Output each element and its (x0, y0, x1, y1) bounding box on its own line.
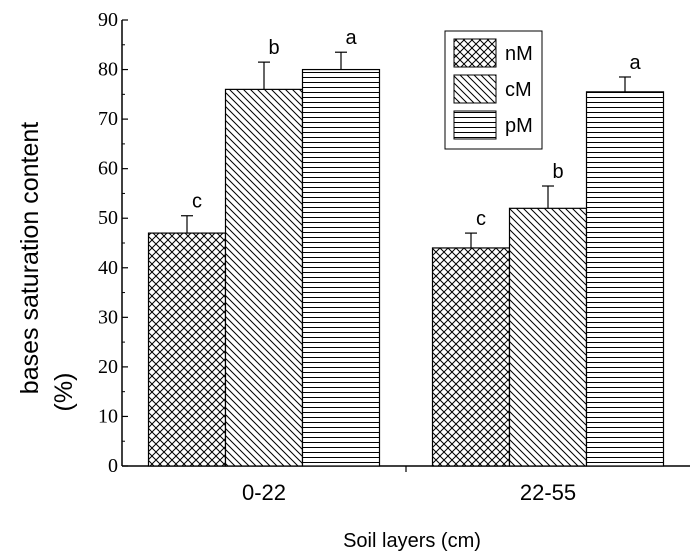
bar-cM (224, 88, 304, 467)
y-tick-label: 90 (98, 9, 118, 31)
error-bars (181, 51, 631, 248)
bar-nM (147, 232, 227, 467)
significance-letter: a (629, 52, 641, 74)
legend: nM cM pM (444, 30, 543, 150)
y-tick-label: 50 (98, 207, 118, 229)
y-tick-label: 70 (98, 108, 118, 130)
bar-pM (585, 91, 665, 467)
y-axis-label: bases saturation content (16, 122, 44, 394)
y-tick-label: 20 (98, 356, 118, 378)
significance-letter: b (268, 37, 279, 59)
y-tick-label: 40 (98, 257, 118, 279)
significance-letter: a (345, 27, 357, 49)
significance-letters: c b a c b a (192, 27, 641, 230)
x-tick-label: 0-22 (242, 480, 286, 505)
legend-label-pM: pM (505, 115, 533, 137)
y-tick-labels: 0 10 20 30 40 50 60 70 80 90 (98, 9, 118, 477)
bar-pM (301, 68, 381, 467)
y-tick-label: 0 (108, 455, 118, 477)
y-tick-label: 10 (98, 405, 118, 427)
significance-letter: c (476, 208, 486, 230)
x-axis-label: Soil layers (cm) (343, 530, 481, 552)
y-tick-label: 60 (98, 158, 118, 180)
x-tick-label: 22-55 (520, 480, 576, 505)
y-tick-label: 80 (98, 59, 118, 81)
legend-swatch-pM (453, 110, 497, 140)
significance-letter: b (552, 161, 563, 183)
legend-label-nM: nM (505, 43, 533, 65)
legend-swatch-nM (453, 38, 497, 68)
legend-swatch-cM (453, 74, 497, 104)
bars (147, 68, 665, 467)
legend-label-cM: cM (505, 79, 532, 101)
bar-nM (431, 247, 511, 467)
x-tick-labels: 0-22 22-55 (242, 480, 576, 505)
y-axis-label-unit: (%) (50, 373, 78, 412)
significance-letter: c (192, 191, 202, 213)
y-tick-label: 30 (98, 306, 118, 328)
bar-cM (508, 207, 588, 467)
